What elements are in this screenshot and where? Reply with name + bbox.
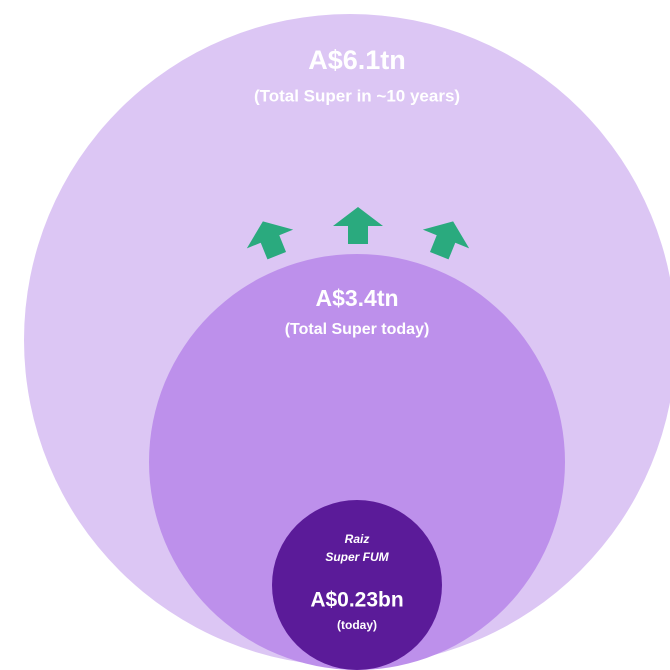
inner-title: Super FUM <box>325 550 389 564</box>
arrow <box>333 207 383 244</box>
arrow <box>246 221 294 260</box>
inner-title: Raiz <box>345 532 370 546</box>
inner-circle <box>272 500 442 670</box>
middle-value: A$3.4tn <box>315 285 398 311</box>
middle-circle <box>149 254 565 670</box>
outer-value: A$6.1tn <box>308 45 406 75</box>
arrow <box>422 221 470 260</box>
middle-label: (Total Super today) <box>285 321 430 338</box>
inner-value: A$0.23bn <box>310 589 403 612</box>
growth-arrows <box>246 207 470 260</box>
outer-label: (Total Super in ~10 years) <box>254 86 460 105</box>
inner-label: (today) <box>337 618 377 632</box>
